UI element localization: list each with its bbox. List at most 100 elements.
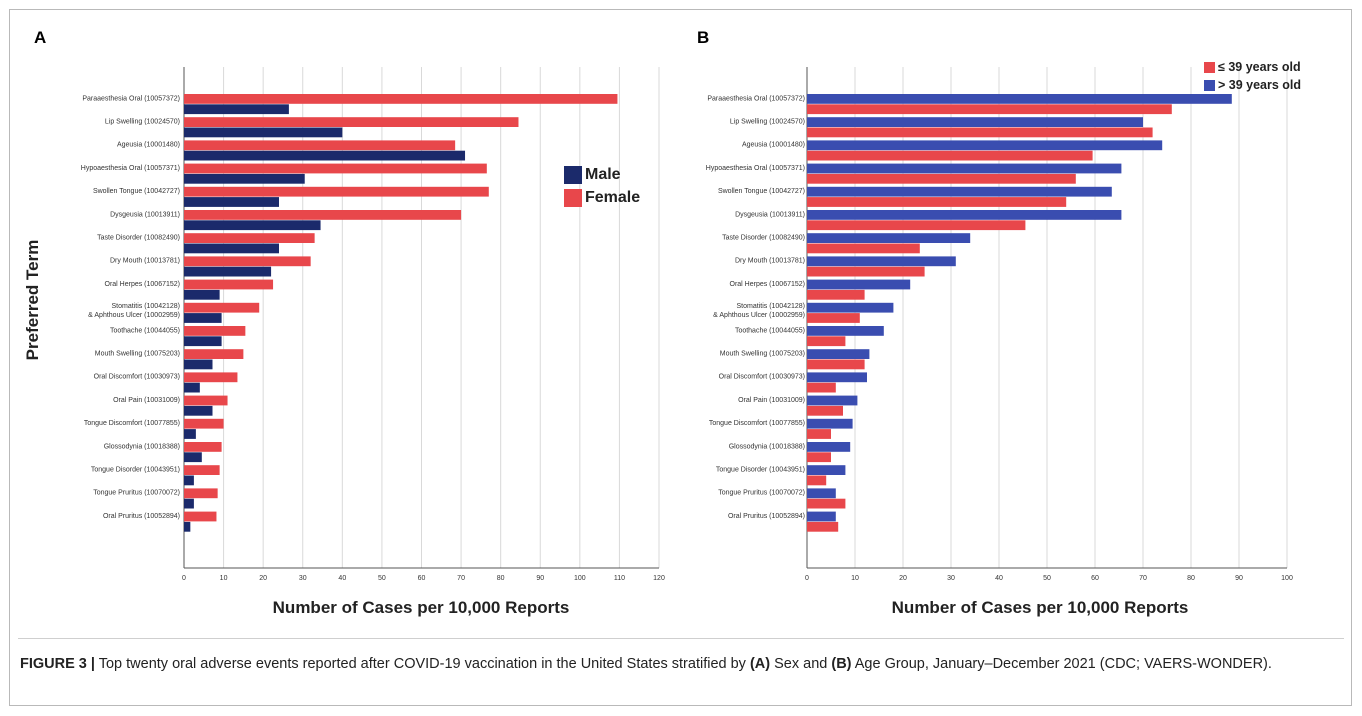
category-label: Dry Mouth (10013781): [110, 258, 180, 265]
x-tick-label: 50: [378, 575, 386, 582]
bar-female: [184, 140, 456, 151]
bar--39-years-old: [807, 104, 1172, 115]
category-label: Glossodynia (10018388): [729, 443, 805, 450]
bar--39-years-old: [807, 140, 1163, 151]
bar-female: [184, 279, 274, 290]
bar-male: [184, 150, 466, 161]
bar-male: [184, 127, 343, 138]
bar-male: [184, 313, 222, 323]
bar-female: [184, 465, 220, 475]
category-label: Tongue Pruritus (10070072): [718, 490, 805, 497]
bar--39-years-old: [807, 313, 860, 323]
category-label: Stomatitis (10042128) & Aphthous Ulcer (1…: [88, 303, 180, 319]
bar-male: [184, 266, 272, 277]
bar--39-years-old: [807, 382, 836, 393]
legend-a-female-label: Female: [585, 189, 641, 206]
category-label: Swollen Tongue (10042727): [93, 188, 180, 195]
legend-a-male-label: Male: [585, 166, 621, 183]
x-axis-title: Number of Cases per 10,000 Reports: [892, 598, 1189, 617]
legend-a-male: Male: [564, 166, 621, 184]
bar--39-years-old: [807, 127, 1153, 138]
bar--39-years-old: [807, 186, 1112, 197]
bar-male: [184, 382, 200, 393]
bar-male: [184, 289, 220, 300]
bar--39-years-old: [807, 256, 956, 267]
caption-bold-a: (A): [749, 656, 771, 672]
bar--39-years-old: [807, 210, 1122, 220]
bar--39-years-old: [807, 521, 839, 532]
category-label: Hypoaesthesia Oral (10057371): [81, 165, 180, 172]
x-tick-label: 100: [1281, 575, 1293, 582]
x-tick-label: 0: [182, 575, 186, 582]
bar-female: [184, 349, 244, 359]
category-label: Toothache (10044055): [110, 327, 180, 334]
category-label: Lip Swelling (10024570): [730, 119, 805, 126]
bar-female: [184, 94, 618, 104]
caption-part-3: Age Group, January–December 2021 (CDC; V…: [851, 656, 1272, 672]
chart-a-sex: 0 10 20 30 40 50 60 70 80 90 100 110 120 Paraaesthesi…: [23, 67, 665, 617]
caption-label: FIGURE 3 |: [20, 656, 95, 672]
bar--39-years-old: [807, 163, 1122, 174]
bar--39-years-old: [807, 150, 1093, 161]
bar-female: [184, 233, 315, 243]
bar--39-years-old: [807, 197, 1067, 207]
legend-a-female-swatch: [564, 189, 582, 207]
bar--39-years-old: [807, 475, 827, 486]
category-label: Oral Discomfort (10030973): [94, 374, 180, 381]
bar--39-years-old: [807, 94, 1232, 104]
bar--39-years-old: [807, 359, 865, 370]
x-tick-label: 80: [497, 575, 505, 582]
bar--39-years-old: [807, 429, 831, 439]
category-label: Paraaesthesia Oral (10057372): [707, 95, 805, 102]
bar-male: [184, 429, 196, 439]
x-tick-label: 10: [851, 575, 859, 582]
x-tick-label: 30: [299, 575, 307, 582]
legend-b-young: ≤ 39 years old: [1204, 60, 1301, 74]
y-axis-title: Preferred Term: [23, 240, 42, 361]
bar--39-years-old: [807, 243, 920, 254]
category-label: Oral Pruritus (10052894): [103, 513, 180, 520]
bar-male: [184, 475, 194, 486]
bar--39-years-old: [807, 289, 865, 300]
bar-male: [184, 243, 279, 254]
category-label: Oral Herpes (10067152): [730, 281, 806, 288]
x-tick-label: 0: [805, 575, 809, 582]
category-label: Tongue Disorder (10043951): [91, 467, 180, 474]
bar--39-years-old: [807, 488, 836, 499]
bar-male: [184, 197, 279, 207]
category-label: Tongue Disorder (10043951): [716, 467, 805, 474]
legend-b-old-swatch: [1204, 79, 1215, 91]
category-label: Dysgeusia (10013911): [110, 211, 180, 218]
category-label: Tongue Discomfort (10077855): [84, 420, 180, 427]
x-tick-label: 70: [1139, 575, 1147, 582]
legend-b-old-label: > 39 years old: [1218, 78, 1302, 92]
bar--39-years-old: [807, 498, 846, 509]
bar--39-years-old: [807, 279, 911, 290]
category-label: Oral Pain (10031009): [738, 397, 805, 404]
bar-female: [184, 186, 489, 197]
x-tick-label: 60: [418, 575, 426, 582]
caption-part-1: Top twenty oral adverse events reported …: [94, 656, 750, 672]
caption-part-2: Sex and: [770, 656, 832, 672]
figure-caption: FIGURE 3 | Top twenty oral adverse event…: [20, 653, 1340, 675]
category-label: Tongue Pruritus (10070072): [93, 490, 180, 497]
category-label: Oral Pruritus (10052894): [728, 513, 805, 520]
x-tick-label: 90: [536, 575, 544, 582]
bar--39-years-old: [807, 452, 831, 463]
x-tick-label: 120: [653, 575, 665, 582]
x-tick-label: 40: [995, 575, 1003, 582]
bar-female: [184, 488, 218, 499]
bar--39-years-old: [807, 266, 925, 277]
x-tick-label: 110: [614, 575, 625, 582]
category-label: Dry Mouth (10013781): [735, 258, 805, 265]
category-label: Oral Discomfort (10030973): [719, 374, 805, 381]
category-label: Lip Swelling (10024570): [105, 119, 180, 126]
caption-bold-b: (B): [831, 656, 852, 672]
category-label: Ageusia (10001480): [117, 142, 180, 149]
category-label: Dysgeusia (10013911): [735, 211, 805, 218]
x-tick-label: 80: [1187, 575, 1195, 582]
x-tick-label: 50: [1043, 575, 1051, 582]
legend-b-young-label: ≤ 39 years old: [1218, 60, 1301, 74]
bar--39-years-old: [807, 511, 836, 522]
category-label: Taste Disorder (10082490): [722, 235, 805, 242]
